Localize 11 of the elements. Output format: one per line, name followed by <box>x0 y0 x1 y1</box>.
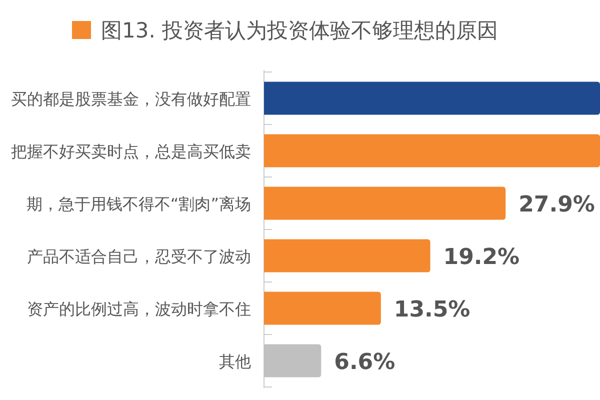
data-label: 19.2% <box>443 244 520 270</box>
category-label: 买的都是股票基金，没有做好配置 <box>11 89 251 108</box>
title: 图13. 投资者认为投资体验不够理想的原因 <box>101 18 498 42</box>
category-label: 其他 <box>219 352 251 371</box>
category-label: 资产的比例过高，波动时拿不住 <box>27 299 251 318</box>
data-label: 6.6% <box>334 350 396 375</box>
data-label: 13.5% <box>394 297 470 322</box>
category-label: 期，急于用钱不得不“割肉”离场 <box>26 194 251 214</box>
category-label: 把握不好买卖时点，总是高买低卖 <box>11 142 251 161</box>
category-label: 产品不适合自己，忍受不了波动 <box>27 246 251 266</box>
data-label: 27.9% <box>518 192 595 218</box>
